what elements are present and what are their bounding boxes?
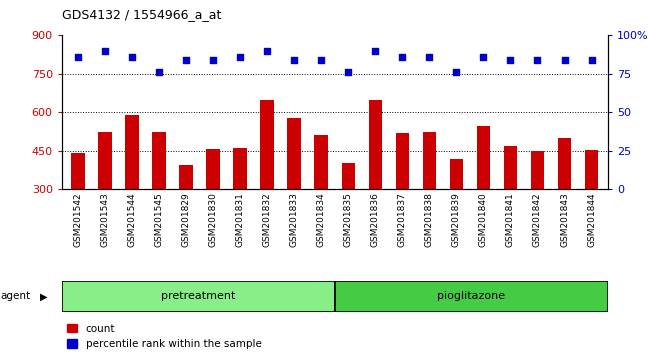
Bar [396,133,409,189]
Bar [558,138,571,189]
Point [343,69,354,75]
Bar [287,118,301,189]
Text: pretreatment: pretreatment [161,291,235,302]
Point [586,57,597,63]
Point [73,54,83,60]
Bar [585,150,598,189]
Point [451,69,462,75]
Bar [450,159,463,189]
Point [505,57,515,63]
Bar [261,99,274,189]
Point [559,57,569,63]
Bar [335,281,608,312]
Bar [98,132,112,189]
Bar [62,281,335,312]
Bar [233,148,247,189]
Point [235,54,245,60]
Point [316,57,326,63]
Point [100,48,110,53]
Point [532,57,543,63]
Text: pioglitazone: pioglitazone [437,291,505,302]
Bar [152,132,166,189]
Bar [422,132,436,189]
Point [370,48,380,53]
Bar [504,146,517,189]
Bar [72,153,84,189]
Bar [476,126,490,189]
Point [127,54,137,60]
Point [181,57,191,63]
Point [262,48,272,53]
Point [424,54,435,60]
Text: ▶: ▶ [40,291,48,302]
Text: GDS4132 / 1554966_a_at: GDS4132 / 1554966_a_at [62,8,221,21]
Point [289,57,300,63]
Bar [341,163,355,189]
Point [478,54,489,60]
Bar [206,149,220,189]
Point [397,54,408,60]
Bar [530,152,544,189]
Bar [179,165,193,189]
Bar [315,136,328,189]
Bar [125,115,139,189]
Point [208,57,218,63]
Bar [369,100,382,189]
Legend: count, percentile rank within the sample: count, percentile rank within the sample [67,324,261,349]
Point [154,69,164,75]
Text: agent: agent [1,291,31,302]
